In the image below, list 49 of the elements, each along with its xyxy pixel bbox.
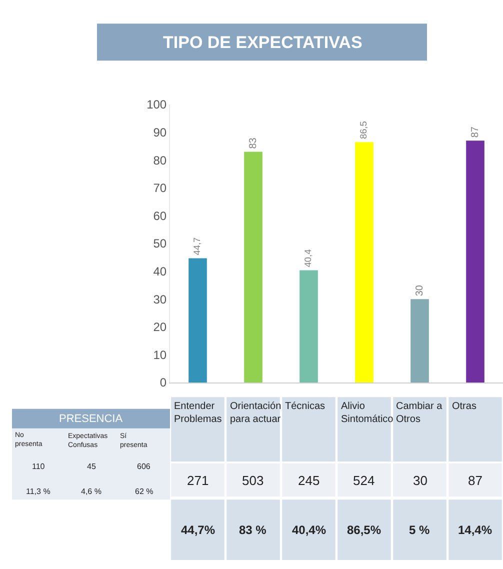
data-label: 86,5 xyxy=(358,121,369,140)
data-label: 83 xyxy=(248,137,259,149)
y-tick-label: 100 xyxy=(146,98,167,112)
x-tick-label: Alivio Sintomático xyxy=(341,401,394,425)
y-tick-label: 30 xyxy=(153,292,167,306)
text: 44,7% xyxy=(181,523,216,537)
text: 524 xyxy=(353,473,375,488)
x-tick-label: Otras xyxy=(452,401,476,412)
text: 45 xyxy=(87,462,96,471)
text: 11,3 % xyxy=(26,487,50,496)
y-tick-label: 70 xyxy=(153,181,167,196)
data-label: 87 xyxy=(470,126,481,138)
y-tick-label: 0 xyxy=(160,376,167,390)
text: 503 xyxy=(242,473,264,488)
data-label: 44,7 xyxy=(192,237,202,256)
text: 14,4% xyxy=(458,523,492,537)
text: 5 % xyxy=(409,523,430,537)
bar xyxy=(355,142,374,383)
y-tick-label: 20 xyxy=(153,320,167,334)
bar xyxy=(300,270,318,383)
text: 40,4% xyxy=(292,523,326,537)
bar xyxy=(410,299,429,383)
y-tick-label: 10 xyxy=(153,348,167,362)
bar xyxy=(244,152,262,383)
bar xyxy=(188,258,207,383)
x-tick-label: Cambiar a Otros xyxy=(396,401,443,425)
y-tick-label: 80 xyxy=(153,153,167,168)
bar xyxy=(466,140,484,383)
text: 62 % xyxy=(135,487,154,496)
text: 83 % xyxy=(239,523,267,537)
text: 30 xyxy=(413,473,428,488)
x-tick-label: Técnicas xyxy=(285,401,326,412)
text: 87 xyxy=(468,473,482,488)
text: 86,5% xyxy=(347,523,382,537)
text: 110 xyxy=(32,462,46,471)
y-tick-label: 90 xyxy=(153,126,167,140)
y-tick-label: 50 xyxy=(153,236,167,251)
text: 4,6 % xyxy=(81,487,102,496)
chart-title: TIPO DE EXPECTATIVAS xyxy=(163,33,362,52)
x-tick-label: Orientación para actuar xyxy=(230,401,282,425)
x-tick-label: Entender Problemas xyxy=(174,401,222,425)
text: 606 xyxy=(137,462,151,471)
text: 245 xyxy=(298,473,320,488)
y-tick-label: 60 xyxy=(153,208,167,223)
y-tick-label: 40 xyxy=(153,264,167,279)
data-label: 30 xyxy=(414,284,426,296)
text: PRESENCIA xyxy=(59,413,124,425)
text: 271 xyxy=(187,473,209,488)
data-label: 40,4 xyxy=(303,249,314,268)
